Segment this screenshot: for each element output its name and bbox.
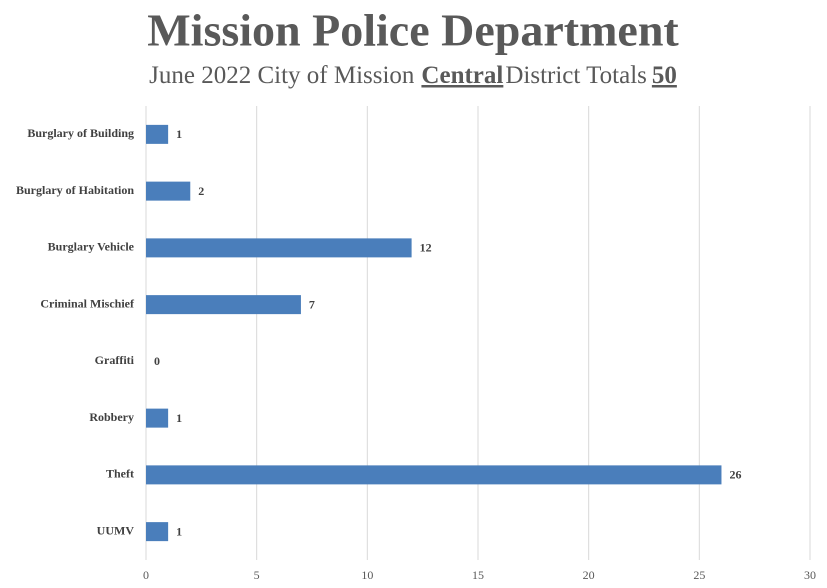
- value-label: 7: [309, 297, 315, 311]
- value-label: 1: [176, 524, 182, 538]
- y-tick-label: Theft: [106, 467, 134, 481]
- subtitle-total: 50: [652, 62, 677, 89]
- subtitle-text: District Totals: [505, 62, 647, 89]
- y-tick-label: Burglary of Habitation: [16, 183, 134, 197]
- x-tick-label: 10: [361, 568, 373, 582]
- bar: [146, 238, 412, 258]
- y-tick-label: Burglary Vehicle: [48, 240, 135, 254]
- chart-title: Mission Police Department: [147, 5, 679, 56]
- value-label: 1: [176, 127, 182, 141]
- y-tick-label: UUMV: [97, 523, 135, 537]
- value-label: 26: [729, 468, 741, 482]
- bar: [146, 522, 169, 542]
- value-label: 2: [198, 184, 204, 198]
- bar: [146, 295, 301, 315]
- value-label: 1: [176, 411, 182, 425]
- y-tick-label: Robbery: [89, 410, 134, 424]
- bar: [146, 124, 169, 144]
- chart-subtitle: June 2022 City of Mission CentralDistrict…: [149, 62, 677, 89]
- x-tick-label: 15: [472, 568, 484, 582]
- bar: [146, 181, 191, 201]
- x-tick-label: 20: [583, 568, 595, 582]
- y-tick-label: Burglary of Building: [27, 126, 134, 140]
- bar: [146, 408, 169, 428]
- x-tick-label: 0: [143, 568, 149, 582]
- value-label: 0: [154, 354, 160, 368]
- y-tick-label: Criminal Mischief: [40, 296, 135, 310]
- x-tick-label: 5: [254, 568, 260, 582]
- bar: [146, 465, 722, 485]
- value-label: 12: [420, 241, 432, 255]
- x-tick-label: 30: [804, 568, 816, 582]
- subtitle-text: June 2022 City of Mission: [149, 62, 415, 89]
- subtitle-district: Central: [421, 62, 503, 89]
- y-tick-label: Graffiti: [95, 353, 135, 367]
- x-tick-label: 25: [693, 568, 705, 582]
